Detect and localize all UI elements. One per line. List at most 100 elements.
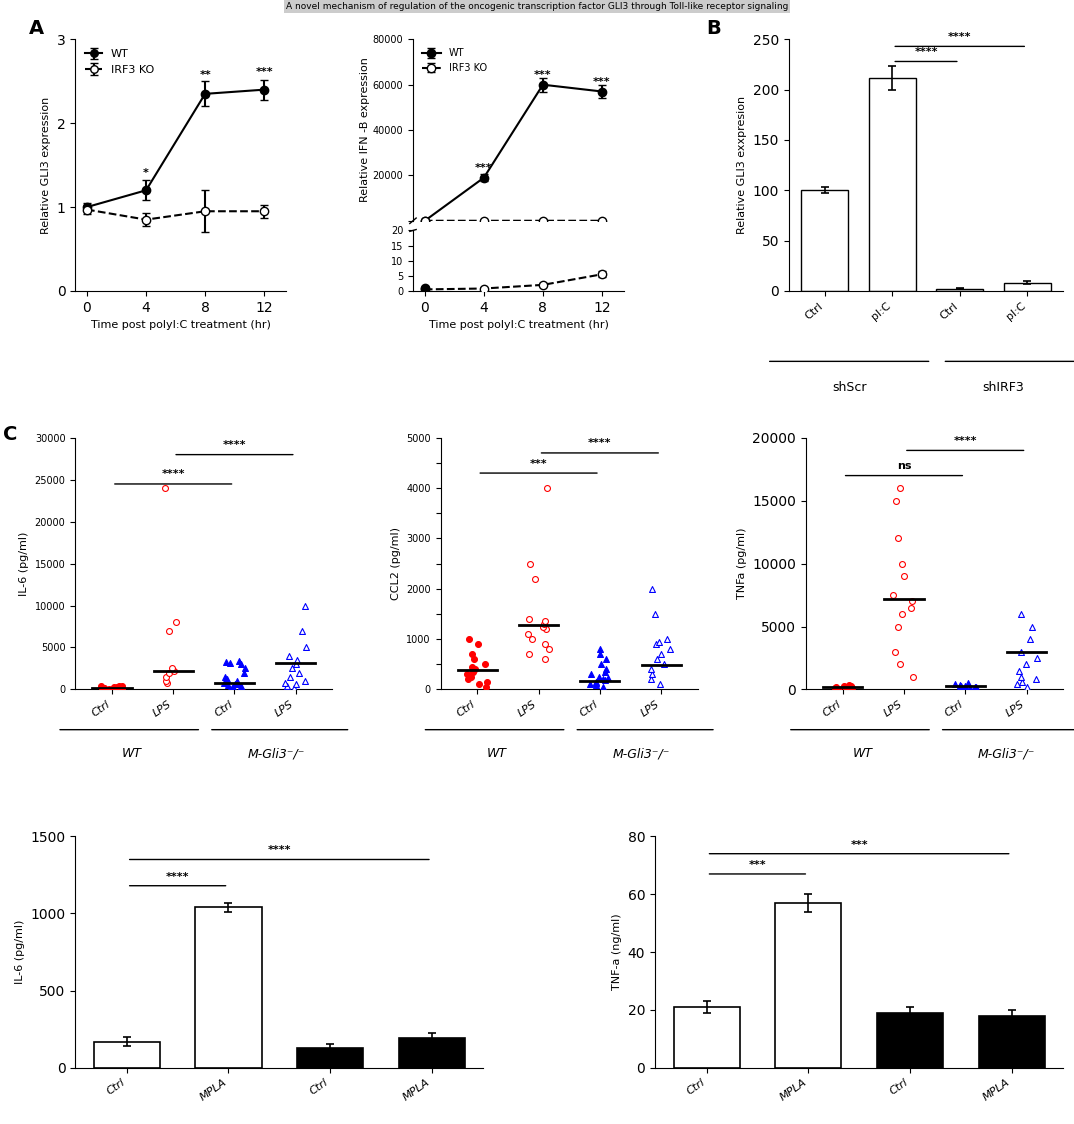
Point <box>952 676 969 694</box>
Point <box>954 679 971 697</box>
Text: ***: *** <box>749 860 766 870</box>
Point <box>1029 649 1046 667</box>
Point <box>587 677 605 695</box>
Point <box>221 680 238 698</box>
Text: shIRF3: shIRF3 <box>982 381 1024 395</box>
Point <box>894 554 911 572</box>
Point <box>157 479 174 497</box>
Point <box>1013 673 1030 691</box>
Point <box>478 673 495 691</box>
Point <box>112 679 129 697</box>
Point <box>582 676 599 694</box>
Point <box>597 660 614 678</box>
Point <box>288 651 305 669</box>
Point <box>461 631 478 649</box>
Point <box>466 660 483 678</box>
Point <box>160 622 177 640</box>
Text: WT: WT <box>121 747 142 760</box>
Y-axis label: TNF-a (ng/ml): TNF-a (ng/ml) <box>612 914 622 990</box>
Point <box>538 479 555 497</box>
Bar <box>978 1016 1045 1068</box>
Point <box>227 676 244 694</box>
Point <box>967 680 984 698</box>
Point <box>476 655 493 673</box>
Bar <box>297 1048 363 1068</box>
Point <box>1012 605 1029 623</box>
Point <box>829 680 846 698</box>
Point <box>279 677 296 695</box>
Point <box>647 605 664 623</box>
Y-axis label: IL-6 (pg/ml): IL-6 (pg/ml) <box>19 532 29 596</box>
Point <box>233 655 250 673</box>
Text: M-Gli3⁻/⁻: M-Gli3⁻/⁻ <box>247 747 305 760</box>
Point <box>957 678 974 696</box>
Point <box>655 655 672 673</box>
Bar <box>673 1007 740 1068</box>
Bar <box>869 78 916 291</box>
Point <box>1010 662 1027 680</box>
Point <box>651 676 668 694</box>
Point <box>296 672 314 690</box>
Point <box>219 670 236 688</box>
Text: ***: *** <box>851 840 868 850</box>
Point <box>841 679 858 697</box>
Point <box>224 678 242 696</box>
Point <box>596 663 613 681</box>
Bar <box>876 1013 943 1068</box>
Point <box>92 678 110 696</box>
Point <box>158 668 175 686</box>
Point <box>535 617 552 635</box>
Point <box>651 633 668 651</box>
Point <box>904 668 921 686</box>
Point <box>168 614 185 632</box>
Y-axis label: Relative GLI3 exxpresion: Relative GLI3 exxpresion <box>737 96 748 234</box>
Point <box>1012 668 1029 686</box>
Point <box>594 670 611 688</box>
Point <box>216 668 233 686</box>
Point <box>827 678 844 696</box>
Point <box>1008 676 1026 694</box>
Point <box>591 645 608 663</box>
Point <box>887 491 904 509</box>
Text: ****: **** <box>222 441 246 450</box>
Point <box>523 631 540 649</box>
Point <box>165 662 183 680</box>
Point <box>280 647 297 665</box>
Point <box>967 678 984 696</box>
Point <box>537 620 554 638</box>
Point <box>229 672 246 690</box>
Text: WT: WT <box>488 747 507 760</box>
Point <box>105 679 122 697</box>
Point <box>953 677 970 695</box>
Point <box>592 641 609 659</box>
Point <box>478 678 495 696</box>
Text: ***: *** <box>593 76 611 87</box>
X-axis label: Time post polyI:C treatment (hr): Time post polyI:C treatment (hr) <box>429 320 609 330</box>
Point <box>527 570 545 588</box>
Point <box>108 680 126 698</box>
Text: ***: *** <box>534 70 552 80</box>
Point <box>160 663 177 681</box>
Point <box>587 674 605 692</box>
Point <box>967 678 984 696</box>
Point <box>232 677 249 695</box>
Point <box>1012 643 1029 661</box>
Point <box>158 673 175 691</box>
Point <box>843 678 860 696</box>
Point <box>223 679 241 697</box>
Y-axis label: CCL2 (pg/ml): CCL2 (pg/ml) <box>391 527 401 600</box>
Bar <box>93 1042 160 1068</box>
Point <box>842 678 859 696</box>
Y-axis label: Relative GLI3 expression: Relative GLI3 expression <box>41 97 52 234</box>
Text: ***: *** <box>475 163 493 173</box>
Point <box>296 597 314 615</box>
Point <box>93 679 111 697</box>
Point <box>105 679 122 697</box>
X-axis label: Time post polyI:C treatment (hr): Time post polyI:C treatment (hr) <box>91 320 271 330</box>
Point <box>101 680 118 698</box>
Point <box>460 670 477 688</box>
Point <box>596 671 613 689</box>
Y-axis label: IL-6 (pg/ml): IL-6 (pg/ml) <box>15 919 25 985</box>
Text: ****: **** <box>161 470 185 480</box>
Point <box>464 645 481 663</box>
